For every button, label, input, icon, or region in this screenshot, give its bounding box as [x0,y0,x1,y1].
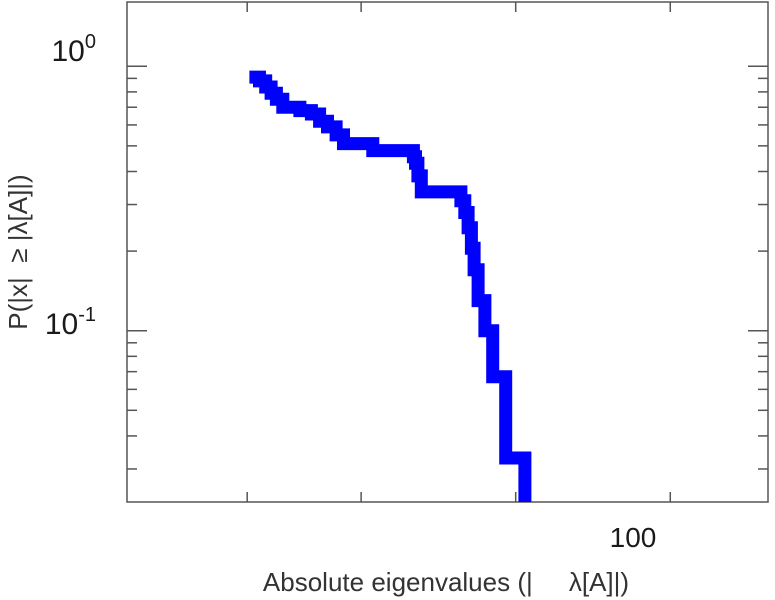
x-axis-label: Absolute eigenvalues (| λ[A]|) [263,567,629,597]
y-tick-label-1e0: 100 [52,31,97,68]
y-axis-label: P(|x| ≥ |λ[A]|) [3,174,33,329]
x-tick-label-100: 100 [610,522,657,553]
axis-ticks [127,2,768,502]
plot-frame [126,1,769,503]
cumulative-distribution-line [249,70,532,502]
y-tick-label-1e-1: 10-1 [45,304,96,341]
